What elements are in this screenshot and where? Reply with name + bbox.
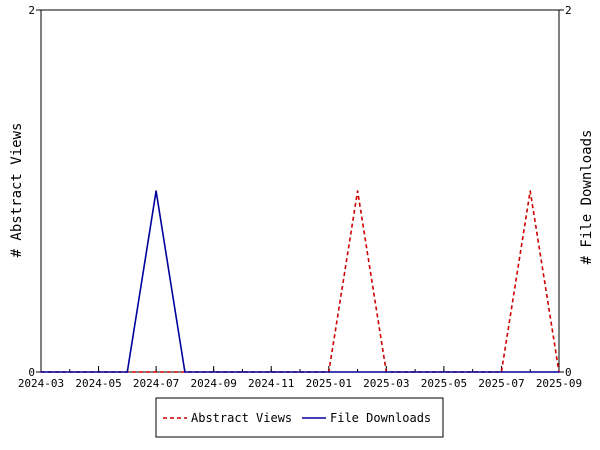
- legend-label: Abstract Views: [191, 411, 292, 425]
- series-line-file-downloads: [41, 190, 559, 373]
- x-tick-label: 2024-09: [190, 377, 236, 390]
- data-point: [40, 371, 42, 373]
- x-tick-label: 2025-01: [306, 377, 352, 390]
- data-point: [356, 190, 359, 192]
- x-tick-label: 2024-11: [248, 377, 294, 390]
- data-point: [558, 371, 560, 373]
- y-left-tick-label: 2: [28, 4, 35, 17]
- axes: 2024-03 2024-05 2024-07 2024-09 2024-11 2025-…: [18, 4, 582, 390]
- x-tick-label: 2024-05: [75, 377, 121, 390]
- x-tick-label: 2024-07: [133, 377, 179, 390]
- y-axis-left-title: # Abstract Views: [9, 123, 25, 258]
- data-point: [155, 190, 157, 192]
- plot-frame: [40, 9, 560, 373]
- legend-label: File Downloads: [330, 411, 431, 425]
- x-tick-label: 2025-07: [478, 377, 524, 390]
- series-line-abstract-views: [41, 190, 560, 373]
- data-point: [126, 371, 129, 373]
- y-left-tick-label: 0: [28, 366, 35, 379]
- data-point: [529, 190, 532, 192]
- x-tick-label: 2025-09: [536, 377, 582, 390]
- series-layer: [40, 190, 560, 373]
- legend: Abstract Views File Downloads: [155, 397, 444, 438]
- x-tick-label: 2024-03: [18, 377, 64, 390]
- y-right-tick-label: 0: [565, 366, 572, 379]
- y-axis-right-title: # File Downloads: [579, 130, 595, 265]
- y-right-tick-label: 2: [565, 4, 572, 17]
- legend-box: [155, 397, 444, 438]
- data-point: [184, 371, 186, 373]
- x-tick-label: 2025-03: [363, 377, 409, 390]
- x-tick-label: 2025-05: [421, 377, 467, 390]
